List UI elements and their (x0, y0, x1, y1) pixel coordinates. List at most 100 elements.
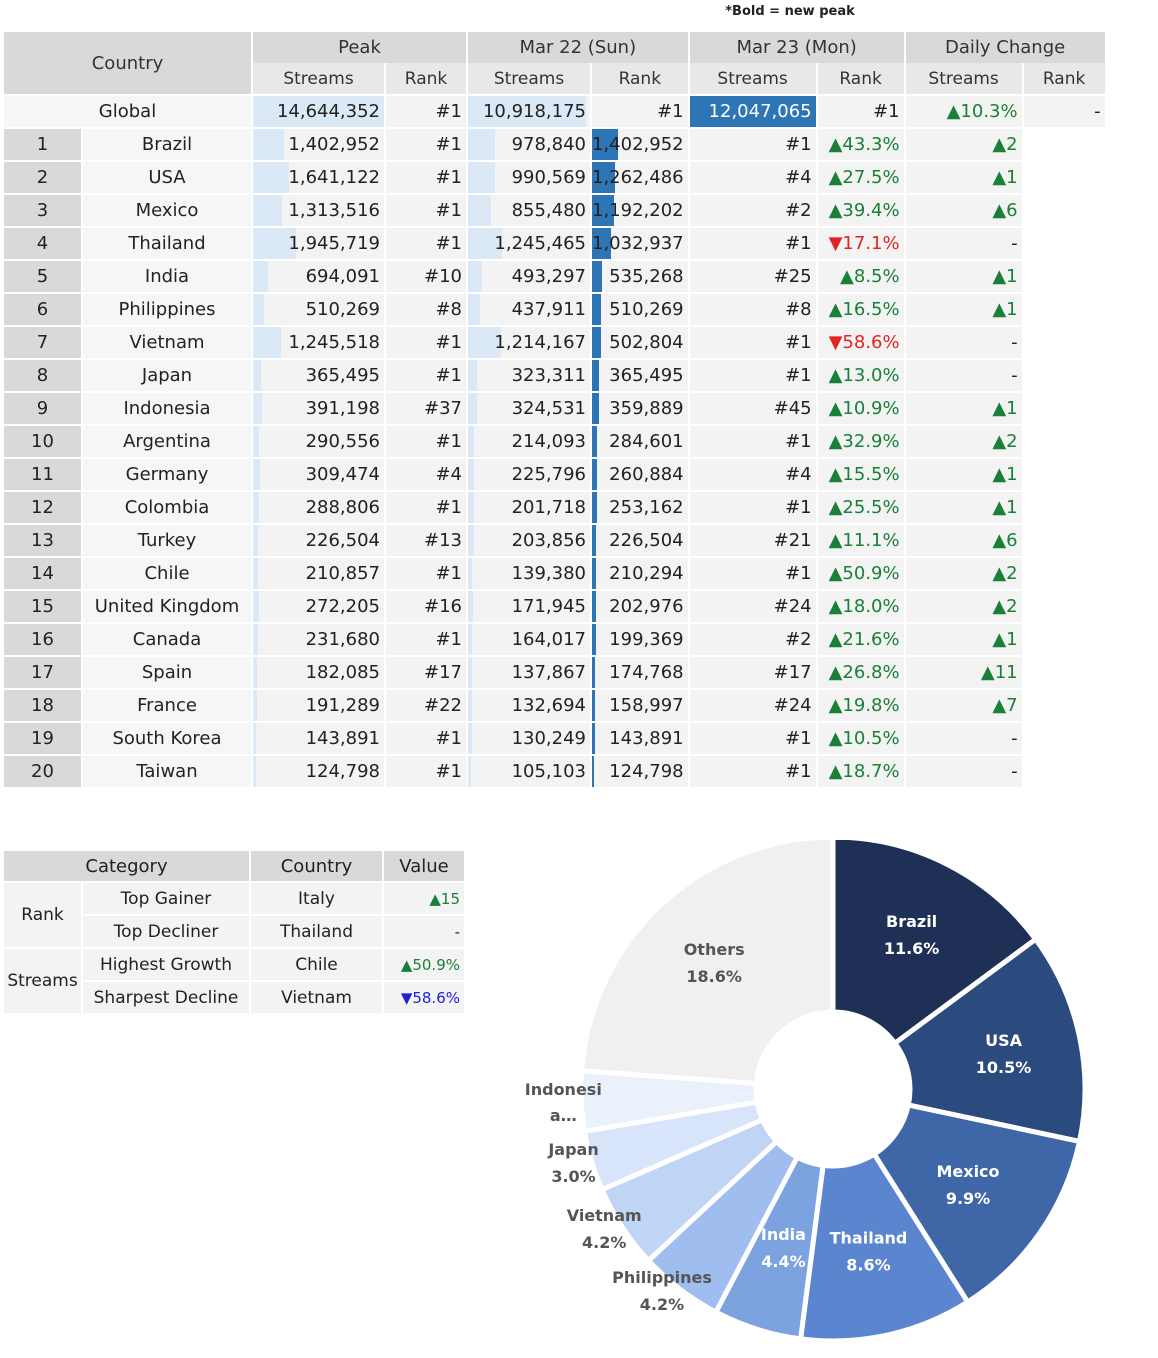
bar-fill (592, 393, 599, 424)
mar22-header: Mar 22 (Sun) (468, 32, 688, 63)
bar-value: 132,694 (511, 695, 586, 716)
peak-streams-cell: 1,641,122 (253, 160, 384, 193)
row-index: 5 (4, 259, 81, 292)
table-row: 1 Brazil 1,402,952 #1 978,840 1,402,952 #1 ▲43.… (4, 127, 1105, 160)
table-row: 3 Mexico 1,313,516 #1 855,480 1,192,202 #2 ▲39.… (4, 193, 1105, 226)
change-rank-cell: ▲1 (905, 490, 1022, 523)
bar-fill (592, 657, 596, 688)
bar-value: 225,796 (511, 464, 586, 485)
country-name: Japan (83, 358, 251, 391)
bar-value: 210,857 (305, 563, 380, 584)
bar-fill (253, 459, 260, 490)
peak-streams-cell: 14,644,352 (253, 94, 384, 127)
table-row: 7 Vietnam 1,245,518 #1 1,214,167 502,804 #1 ▼58… (4, 325, 1105, 358)
change-streams-cell: ▲26.8% (817, 655, 904, 688)
daily-change-header: Daily Change (905, 32, 1105, 63)
bold-legend-note: *Bold = new peak (725, 4, 855, 19)
bar-fill (468, 393, 477, 424)
change-rank-cell: ▲2 (905, 556, 1022, 589)
change-streams-cell: ▲50.9% (817, 556, 904, 589)
bar-value: 855,480 (511, 200, 586, 221)
cur-streams-cell: 143,891 (592, 721, 688, 754)
bar-fill (468, 723, 472, 754)
cur-streams-cell: 124,798 (592, 754, 688, 787)
cur-streams-cell: 253,162 (592, 490, 688, 523)
row-index: 20 (4, 754, 81, 787)
cur-streams-cell: 202,976 (592, 589, 688, 622)
cur-streams-cell: 502,804 (592, 325, 688, 358)
bar-fill (253, 426, 260, 457)
slice-label-line: Mexico (936, 1162, 999, 1181)
peak-rank-cell: #4 (386, 457, 466, 490)
peak-rank-cell: #1 (386, 127, 466, 160)
peak-rank-header: Rank (386, 63, 466, 94)
bar-value: 105,103 (511, 761, 586, 782)
bar-value: 437,911 (511, 299, 586, 320)
category-value: ▼58.6% (384, 980, 464, 1013)
peak-rank-cell: #1 (386, 94, 466, 127)
peak-header: Peak (253, 32, 466, 63)
bar-value: 1,245,518 (288, 332, 380, 353)
cur-rank-cell: #1 (689, 127, 816, 160)
bar-fill (592, 459, 597, 490)
bar-value: 202,976 (609, 596, 684, 617)
country-name: Argentina (83, 424, 251, 457)
slice-value: 4.4% (761, 1252, 805, 1271)
prev-rank-cell: #1 (592, 94, 688, 127)
bar-fill (253, 690, 258, 721)
bar-value: 253,162 (609, 497, 684, 518)
slice-label: Vietnam 4.2% (567, 1206, 642, 1252)
bar-fill (468, 294, 480, 325)
category-value: ▲15 (384, 881, 464, 914)
table-row: 10 Argentina 290,556 #1 214,093 284,601 #1 ▲32.… (4, 424, 1105, 457)
slice-label: Thailand 8.6% (830, 1229, 908, 1275)
bar-value: 359,889 (609, 398, 684, 419)
category-body: Rank Top Gainer Italy ▲15 Top Decliner Thaila… (4, 881, 464, 1013)
slice-value: 8.6% (846, 1256, 890, 1275)
bar-fill (468, 195, 492, 226)
row-index: 18 (4, 688, 81, 721)
peak-rank-cell: #13 (386, 523, 466, 556)
change-streams-cell: ▲21.6% (817, 622, 904, 655)
peak-streams-cell: 365,495 (253, 358, 384, 391)
peak-streams-cell: 124,798 (253, 754, 384, 787)
bar-value: 164,017 (511, 629, 586, 650)
cur-rank-cell: #25 (689, 259, 816, 292)
bar-fill (592, 360, 599, 391)
prev-streams-cell: 105,103 (468, 754, 590, 787)
mar22-rank-header: Rank (592, 63, 688, 94)
bar-fill (253, 294, 265, 325)
cur-streams-cell: 365,495 (592, 358, 688, 391)
prev-streams-cell: 164,017 (468, 622, 590, 655)
bar-value: 1,262,486 (592, 167, 684, 188)
change-streams-cell: ▲10.9% (817, 391, 904, 424)
change-streams-cell: ▲16.5% (817, 292, 904, 325)
country-header: Country (4, 32, 251, 94)
peak-streams-cell: 210,857 (253, 556, 384, 589)
row-index: 10 (4, 424, 81, 457)
mar22-streams-header: Streams (468, 63, 590, 94)
table-row: 20 Taiwan 124,798 #1 105,103 124,798 #1 ▲18.7% - (4, 754, 1105, 787)
bar-value: 174,768 (609, 662, 684, 683)
value-header: Value (384, 851, 464, 881)
bar-value: 12,047,065 (708, 101, 812, 122)
change-rank-cell: ▲6 (905, 193, 1022, 226)
change-streams-cell: ▲32.9% (817, 424, 904, 457)
peak-streams-cell: 182,085 (253, 655, 384, 688)
bar-fill (689, 96, 816, 127)
table-row: 6 Philippines 510,269 #8 437,911 510,269 #8 ▲16… (4, 292, 1105, 325)
bar-fill (468, 558, 472, 589)
peak-rank-cell: #1 (386, 490, 466, 523)
cur-rank-cell: #17 (689, 655, 816, 688)
bar-fill (468, 690, 472, 721)
row-index: 7 (4, 325, 81, 358)
change-streams-cell: ▼17.1% (817, 226, 904, 259)
bar-value: 130,249 (511, 728, 586, 749)
slice-label: Brazil 11.6% (884, 912, 940, 958)
change-rank-cell: - (1023, 94, 1105, 127)
category-name: Sharpest Decline (83, 980, 249, 1013)
country-name: Indonesia (83, 391, 251, 424)
slice-value: 4.2% (582, 1233, 626, 1252)
bar-fill (253, 360, 262, 391)
row-index: 2 (4, 160, 81, 193)
